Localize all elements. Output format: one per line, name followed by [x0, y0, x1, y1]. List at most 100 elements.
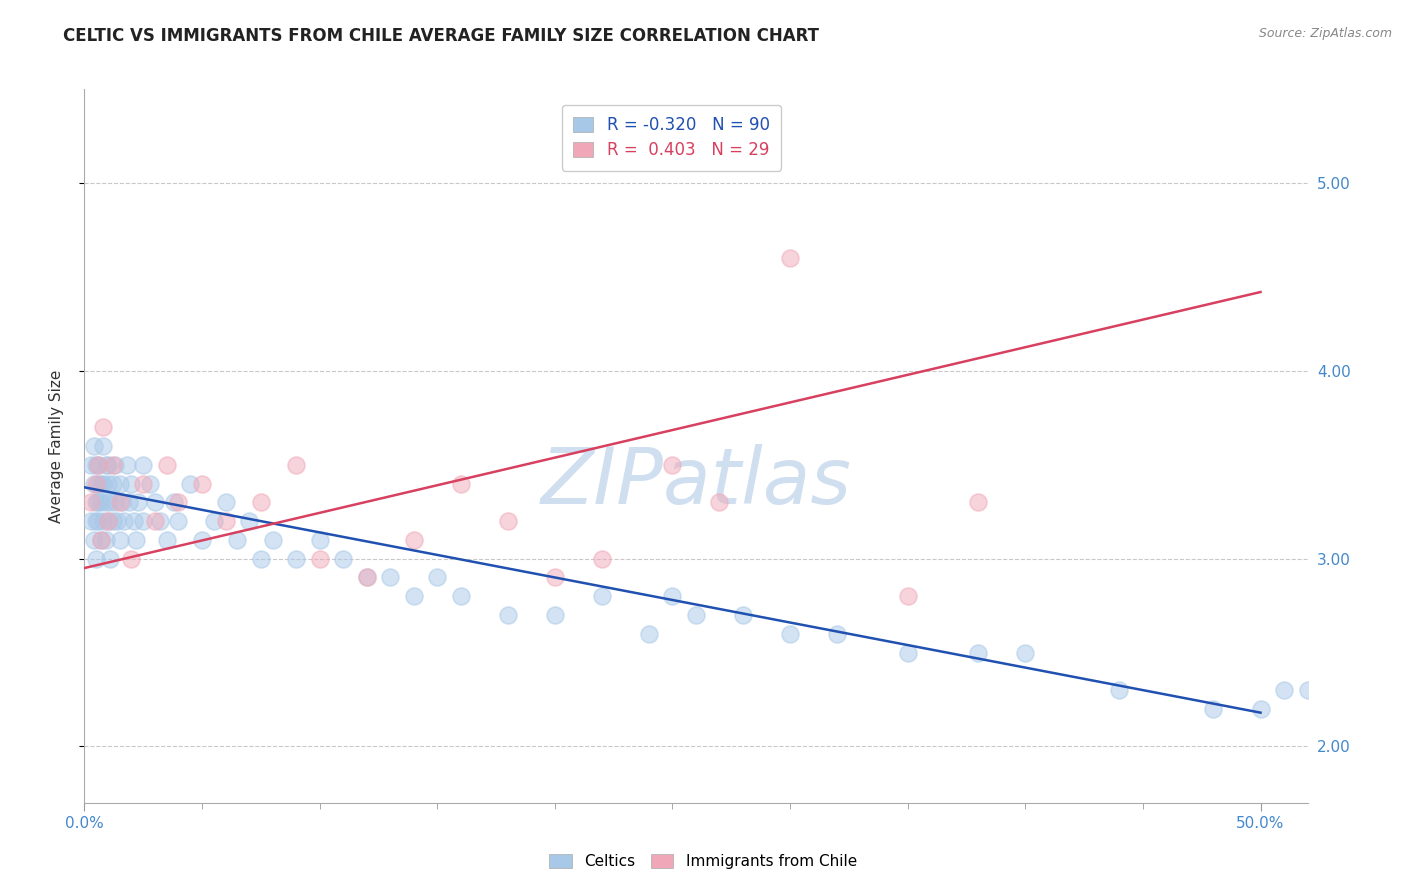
Point	[825, 627, 848, 641]
Point	[167, 495, 190, 509]
Point	[238, 514, 260, 528]
Point	[591, 589, 613, 603]
Point	[143, 514, 166, 528]
Point	[91, 439, 114, 453]
Point	[120, 551, 142, 566]
Point	[84, 514, 107, 528]
Point	[87, 514, 110, 528]
Point	[101, 476, 124, 491]
Point	[91, 420, 114, 434]
Point	[83, 439, 105, 453]
Point	[108, 533, 131, 547]
Point	[132, 458, 155, 472]
Point	[1014, 646, 1036, 660]
Point	[249, 495, 271, 509]
Point	[356, 570, 378, 584]
Point	[91, 476, 114, 491]
Point	[214, 514, 236, 528]
Point	[544, 607, 567, 622]
Point	[496, 514, 519, 528]
Point	[101, 514, 124, 528]
Point	[127, 495, 149, 509]
Point	[83, 533, 105, 547]
Point	[104, 458, 127, 472]
Point	[84, 458, 107, 472]
Point	[897, 646, 920, 660]
Point	[1391, 683, 1406, 698]
Point	[262, 533, 284, 547]
Point	[285, 458, 308, 472]
Point	[84, 476, 107, 491]
Point	[132, 476, 155, 491]
Point	[1320, 702, 1343, 716]
Point	[101, 458, 124, 472]
Legend: Celtics, Immigrants from Chile: Celtics, Immigrants from Chile	[543, 848, 863, 875]
Point	[80, 514, 103, 528]
Point	[1108, 683, 1130, 698]
Point	[249, 551, 271, 566]
Point	[285, 551, 308, 566]
Point	[104, 495, 127, 509]
Point	[897, 589, 920, 603]
Point	[87, 458, 110, 472]
Point	[496, 607, 519, 622]
Point	[91, 514, 114, 528]
Point	[94, 495, 117, 509]
Point	[80, 495, 103, 509]
Point	[97, 476, 120, 491]
Point	[149, 514, 172, 528]
Point	[1250, 702, 1272, 716]
Y-axis label: Average Family Size: Average Family Size	[49, 369, 63, 523]
Point	[132, 514, 155, 528]
Point	[1272, 683, 1295, 698]
Point	[191, 476, 214, 491]
Point	[87, 476, 110, 491]
Point	[98, 495, 121, 509]
Point	[94, 533, 117, 547]
Point	[83, 476, 105, 491]
Point	[226, 533, 249, 547]
Point	[402, 533, 425, 547]
Point	[80, 458, 103, 472]
Point	[87, 495, 110, 509]
Point	[450, 589, 472, 603]
Point	[156, 458, 179, 472]
Point	[779, 627, 801, 641]
Text: CELTIC VS IMMIGRANTS FROM CHILE AVERAGE FAMILY SIZE CORRELATION CHART: CELTIC VS IMMIGRANTS FROM CHILE AVERAGE …	[63, 27, 820, 45]
Point	[214, 495, 236, 509]
Point	[115, 458, 138, 472]
Point	[84, 495, 107, 509]
Point	[638, 627, 661, 641]
Point	[1367, 702, 1389, 716]
Point	[108, 476, 131, 491]
Point	[118, 495, 141, 509]
Point	[90, 533, 112, 547]
Point	[709, 495, 731, 509]
Point	[356, 570, 378, 584]
Point	[108, 495, 131, 509]
Point	[97, 458, 120, 472]
Point	[1343, 683, 1365, 698]
Point	[661, 458, 683, 472]
Point	[87, 458, 110, 472]
Point	[90, 533, 112, 547]
Point	[202, 514, 225, 528]
Point	[90, 495, 112, 509]
Point	[332, 551, 354, 566]
Point	[591, 551, 613, 566]
Point	[120, 476, 142, 491]
Point	[779, 251, 801, 265]
Point	[544, 570, 567, 584]
Point	[661, 589, 683, 603]
Point	[450, 476, 472, 491]
Point	[308, 551, 330, 566]
Point	[426, 570, 449, 584]
Point	[967, 646, 990, 660]
Point	[84, 551, 107, 566]
Point	[97, 514, 120, 528]
Text: ZIPatlas: ZIPatlas	[540, 443, 852, 520]
Point	[380, 570, 402, 584]
Point	[308, 533, 330, 547]
Point	[179, 476, 201, 491]
Point	[125, 533, 148, 547]
